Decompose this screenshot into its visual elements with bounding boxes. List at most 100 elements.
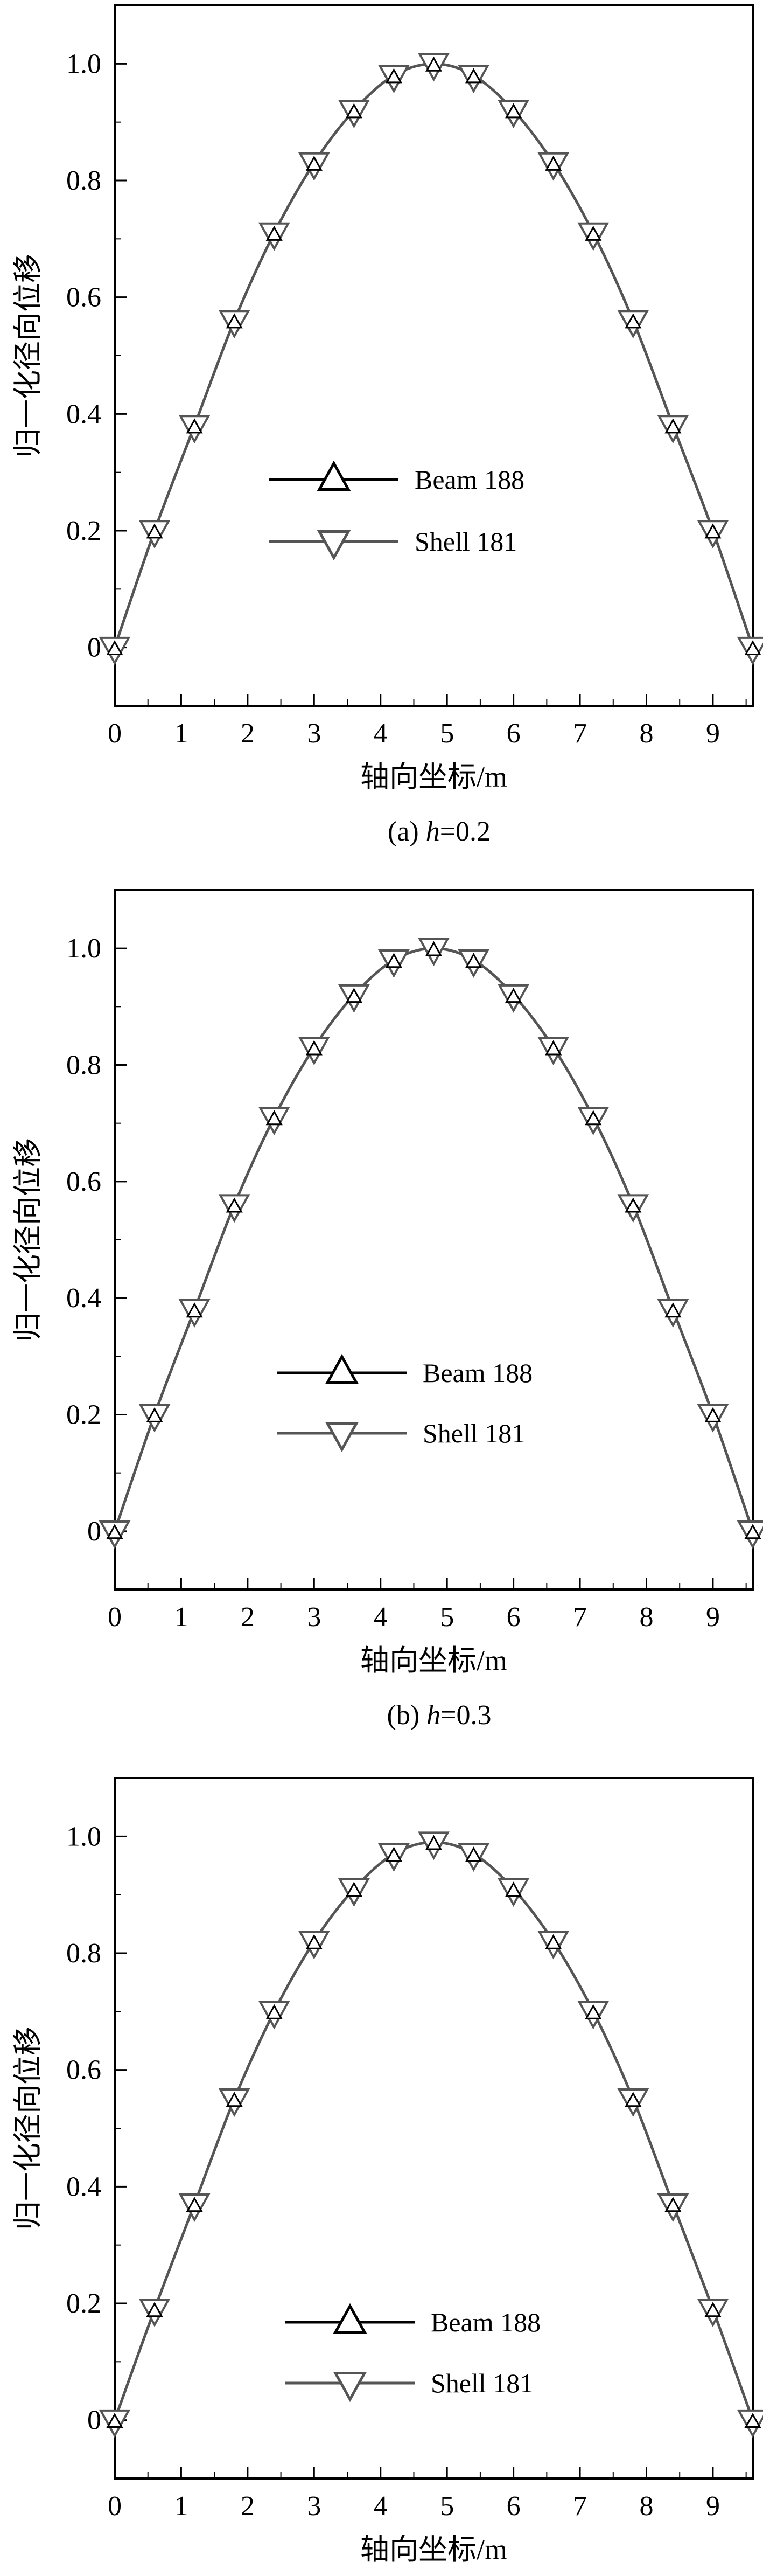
chart-panel-0: 0 1 2 3 4 5 6 7 8 9 0 0.2 0.4 0.6 0.8 1.0 轴向坐标/m 归一化径向位移 (… (12, 4, 763, 847)
caption-variable: h (426, 1700, 440, 1731)
series-point-beam (385, 1846, 402, 1862)
series-point-beam (465, 68, 482, 84)
series-point-beam (186, 418, 203, 434)
series-point-beam (425, 941, 443, 956)
series-point-beam (385, 68, 402, 84)
series-point-beam (505, 103, 522, 119)
series-point-beam (704, 2302, 722, 2317)
series-point-beam (305, 155, 323, 171)
legend-marker-shell (333, 2372, 367, 2403)
y-tick-label: 0.2 (66, 516, 101, 546)
x-tick-label: 8 (640, 2491, 654, 2522)
y-tick-label: 1.0 (66, 1821, 101, 1852)
x-tick-label: 3 (307, 718, 321, 749)
x-tick-label: 0 (108, 2491, 122, 2522)
y-tick-label: 0.6 (66, 282, 101, 313)
series-point-beam (345, 988, 362, 1003)
series-point-beam (625, 1197, 642, 1213)
series-point-beam (385, 953, 402, 968)
series-line-1 (113, 62, 754, 648)
series-point-beam (265, 1110, 283, 1126)
caption-prefix: (b) (387, 1700, 427, 1731)
y-tick-label: 1.0 (66, 48, 101, 79)
series-point-beam (265, 2004, 283, 2019)
series-point-beam (425, 1835, 443, 1850)
series-point-beam (186, 2197, 203, 2212)
series-point-beam (704, 523, 722, 539)
series-point-beam (664, 2197, 682, 2212)
x-axis-label: 轴向坐标/m (360, 2533, 507, 2566)
series-point-beam (425, 56, 443, 72)
legend-label-shell: Shell 181 (423, 1418, 525, 1448)
series-point-beam (465, 1846, 482, 1862)
x-tick-label: 7 (573, 2491, 587, 2522)
x-tick-label: 3 (307, 1602, 321, 1633)
x-tick-label: 0 (108, 718, 122, 749)
series-point-beam (744, 640, 761, 656)
x-tick-label: 2 (241, 718, 255, 749)
series-point-beam (106, 1524, 123, 1539)
series-point-beam (744, 2413, 761, 2428)
x-tick-label: 9 (706, 718, 720, 749)
x-tick-label: 4 (374, 718, 388, 749)
series-point-beam (226, 1197, 243, 1213)
figure-caption: (a) h=0.2 (388, 816, 491, 847)
plot-frame (114, 889, 754, 1591)
series-point-beam (265, 225, 283, 241)
series-point-beam (305, 1040, 323, 1056)
x-tick-label: 9 (706, 2491, 720, 2522)
x-tick-label: 2 (241, 1602, 255, 1633)
legend-marker-beam (325, 1353, 359, 1384)
x-tick-label: 0 (108, 1602, 122, 1633)
x-tick-label: 1 (174, 1602, 188, 1633)
caption-prefix: (a) (388, 816, 426, 847)
y-tick-label: 0.6 (66, 1167, 101, 1197)
caption-variable: h (426, 816, 440, 847)
y-tick-label: 0 (87, 633, 101, 663)
legend-marker-shell (325, 1422, 359, 1453)
legend-label-shell: Shell 181 (415, 526, 517, 557)
y-tick-label: 0.2 (66, 2288, 101, 2319)
series-point-beam (465, 953, 482, 968)
series-point-beam (545, 155, 562, 171)
x-tick-label: 1 (174, 718, 188, 749)
series-point-beam (106, 640, 123, 656)
series-point-beam (585, 225, 602, 241)
legend-label-shell: Shell 181 (431, 2368, 533, 2398)
legend-marker-beam (317, 460, 351, 491)
y-tick-label: 0.2 (66, 1400, 101, 1431)
y-axis-label: 归一化径向位移 (12, 1138, 44, 1342)
figure-caption: (b) h=0.3 (387, 1700, 492, 1731)
legend-label-beam: Beam 188 (431, 2307, 541, 2337)
caption-value: =0.2 (440, 816, 491, 847)
caption-value: =0.3 (440, 1700, 491, 1731)
series-point-beam (505, 1881, 522, 1897)
y-tick-label: 0.6 (66, 2055, 101, 2086)
series-point-beam (226, 2092, 243, 2107)
series-point-beam (146, 1407, 163, 1422)
x-tick-label: 9 (706, 1602, 720, 1633)
y-tick-label: 0 (87, 1516, 101, 1547)
y-tick-label: 0.8 (66, 1938, 101, 1969)
x-tick-label: 2 (241, 2491, 255, 2522)
legend-marker-beam (333, 2303, 367, 2334)
y-tick-label: 1.0 (66, 933, 101, 964)
series-line-0 (114, 63, 754, 648)
series-point-beam (106, 2413, 123, 2428)
x-tick-label: 4 (374, 2491, 388, 2522)
chart-panel-1: 0 1 2 3 4 5 6 7 8 9 0 0.2 0.4 0.6 0.8 1.0 轴向坐标/m 归一化径向位移 (… (12, 889, 763, 1731)
y-axis-label: 归一化径向位移 (12, 254, 44, 457)
series-point-beam (625, 313, 642, 329)
x-tick-label: 7 (573, 1602, 587, 1633)
series-point-beam (345, 103, 362, 119)
x-tick-label: 7 (573, 718, 587, 749)
series-point-beam (744, 1524, 761, 1539)
x-tick-label: 5 (440, 1602, 454, 1633)
x-tick-label: 6 (507, 1602, 521, 1633)
series-point-beam (585, 2004, 602, 2019)
x-axis-label: 轴向坐标/m (360, 1644, 507, 1677)
x-tick-label: 5 (440, 718, 454, 749)
series-point-beam (545, 1934, 562, 1949)
